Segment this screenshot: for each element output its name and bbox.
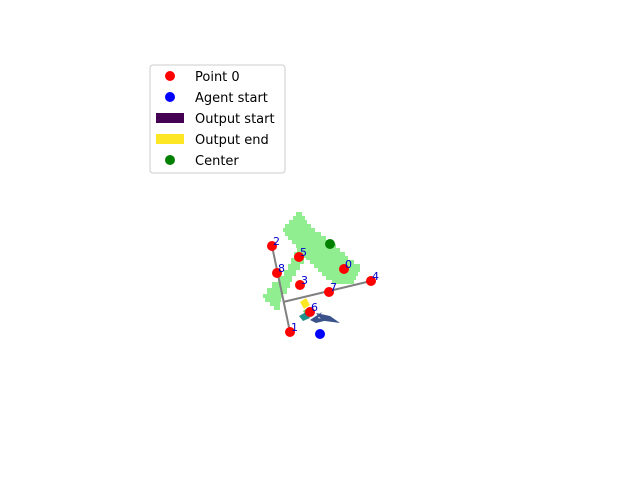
- legend-marker-center: [165, 155, 175, 165]
- legend-label-center: Center: [195, 154, 239, 169]
- point-label-4: 4: [372, 270, 379, 283]
- point-marker-3: [295, 280, 305, 290]
- region-cell: [303, 252, 345, 256]
- region-cell: [300, 240, 308, 246]
- region-cell: [297, 246, 309, 252]
- region-cell: [296, 212, 302, 216]
- point-marker-7: [324, 287, 334, 297]
- region-cell: [306, 256, 348, 260]
- region-cell: [267, 288, 287, 294]
- region-cell: [288, 264, 300, 270]
- legend-label-point: Point 0: [195, 70, 240, 85]
- point-label-1: 1: [291, 321, 298, 334]
- point-label-5: 5: [300, 246, 307, 259]
- point-marker-8: [272, 268, 282, 278]
- region-cell: [285, 232, 321, 236]
- legend-marker-point: [165, 71, 175, 81]
- region-cell: [318, 268, 360, 272]
- point-marker-2: [267, 241, 277, 251]
- points: 0 1 2 3 4 5 67 8: [267, 235, 379, 337]
- region-cell: [284, 270, 296, 276]
- point-label-8: 8: [278, 262, 285, 275]
- point-marker-6: [305, 307, 315, 317]
- legend-label-output-start: Output start: [195, 112, 275, 127]
- legend-marker-output-start: [156, 113, 184, 123]
- region-cell: [314, 264, 360, 268]
- region-cell: [289, 220, 307, 224]
- point-marker-1: [285, 327, 295, 337]
- point-label-2: 2: [273, 235, 280, 248]
- legend-label-output-end: Output end: [195, 133, 269, 148]
- point-label-7: 7: [330, 281, 337, 294]
- region-cell: [283, 228, 315, 232]
- agent-start-marker: [315, 329, 325, 339]
- legend-label-agent-start: Agent start: [195, 91, 268, 106]
- point-label-3: 3: [301, 274, 308, 287]
- region-cell: [263, 294, 283, 298]
- legend-marker-output-end: [156, 134, 184, 144]
- output-path: [299, 298, 340, 323]
- region-cell: [278, 276, 292, 282]
- point-marker-0: [339, 264, 349, 274]
- region-cell: [322, 272, 358, 276]
- center-marker: [325, 239, 335, 249]
- output-arrow-2: [316, 313, 340, 323]
- region-cell: [310, 260, 354, 264]
- region-cell: [326, 276, 356, 280]
- region-cell: [265, 298, 281, 302]
- region-cell: [296, 244, 336, 248]
- output-arrow-1: [310, 312, 328, 323]
- point-marker-4: [366, 276, 376, 286]
- region-cell: [285, 224, 311, 228]
- line-2-to-1: [271, 245, 291, 333]
- output-end-segment: [300, 298, 310, 309]
- point-label-0: 0: [345, 258, 352, 271]
- point-label-6: 6: [311, 301, 318, 314]
- legend: Point 0 Agent start Output start Output …: [149, 64, 286, 174]
- region-cell: [274, 306, 280, 310]
- region-cell: [332, 280, 354, 284]
- region-cell: [300, 248, 340, 252]
- legend-frame: [149, 64, 286, 174]
- region-cell: [270, 302, 280, 306]
- region-cell: [293, 216, 305, 220]
- legend-marker-agent-start: [165, 92, 175, 102]
- region-cell: [292, 240, 330, 244]
- region-cell: [288, 236, 326, 240]
- point-marker-5: [294, 252, 304, 262]
